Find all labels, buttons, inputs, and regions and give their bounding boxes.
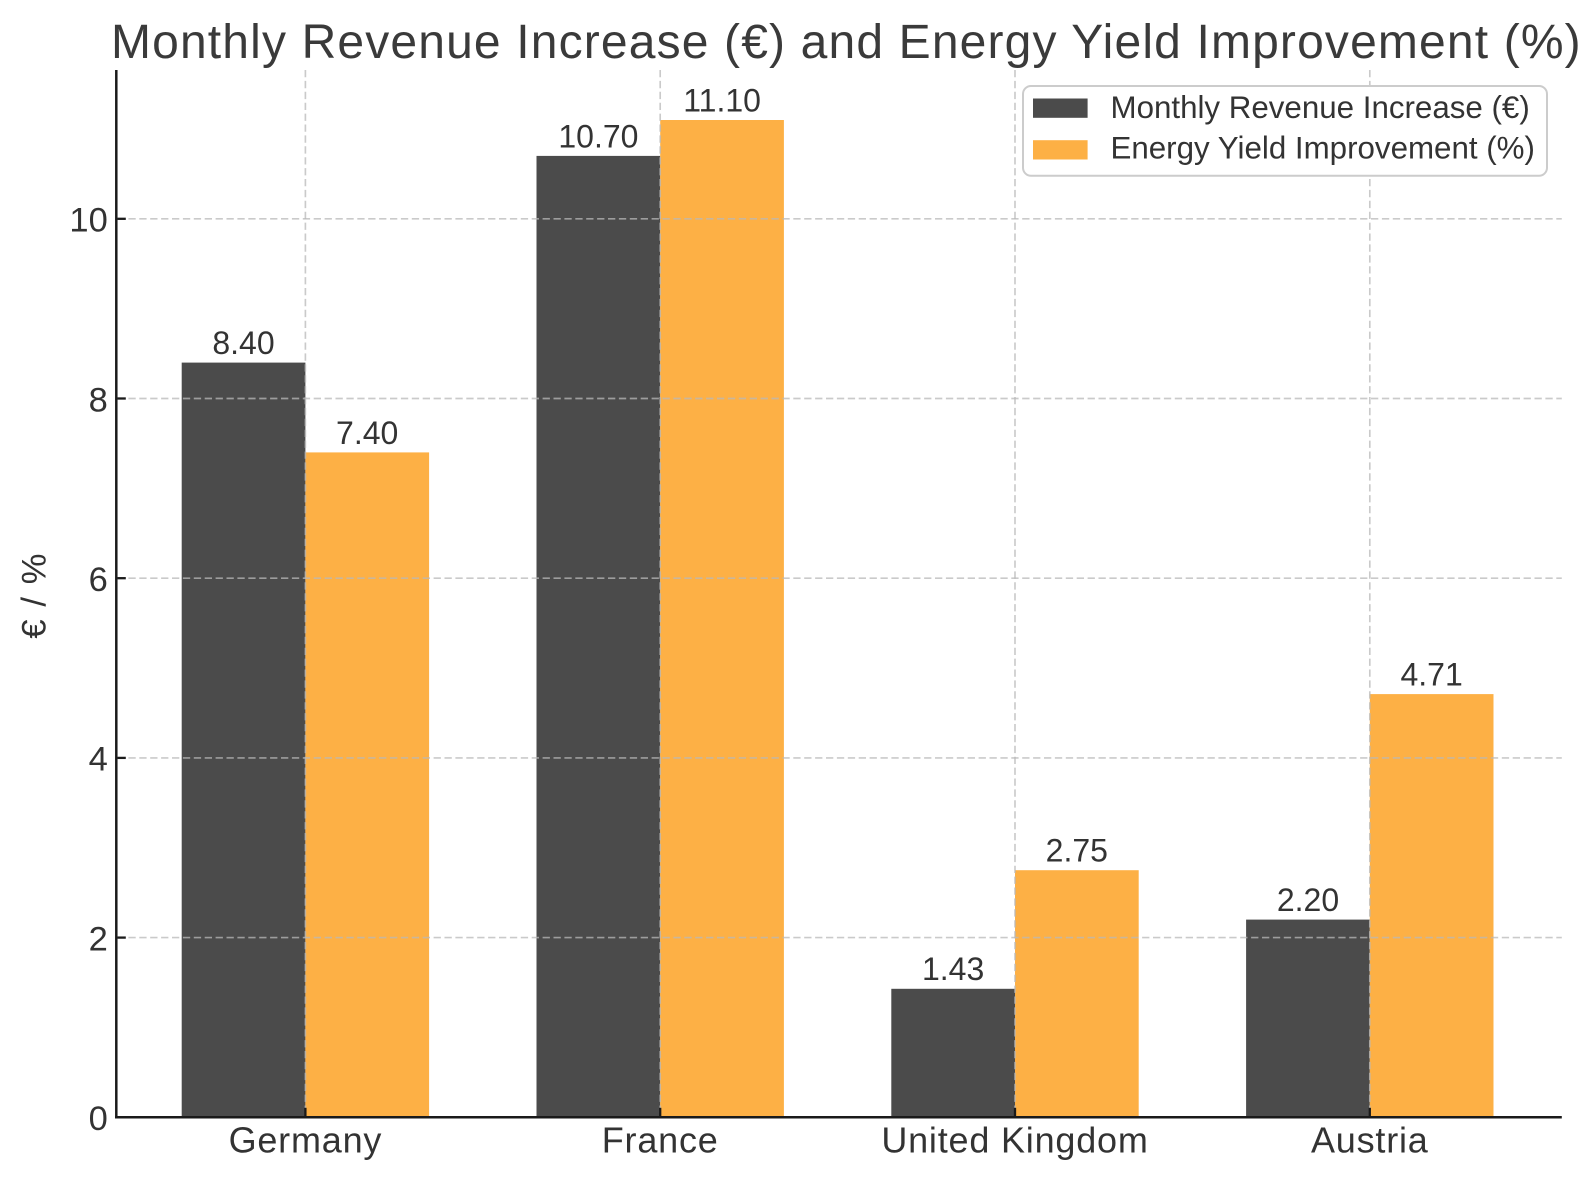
svg-text:4.71: 4.71 [1400,657,1462,693]
svg-text:€ / %: € / % [16,552,54,639]
svg-text:10: 10 [69,202,107,240]
svg-text:United Kingdom: United Kingdom [881,1120,1148,1161]
svg-text:4: 4 [89,741,108,779]
svg-text:11.10: 11.10 [683,82,761,118]
svg-text:7.40: 7.40 [336,415,398,451]
svg-text:Energy Yield Improvement (%): Energy Yield Improvement (%) [1111,131,1535,166]
svg-text:France: France [602,1120,719,1161]
svg-text:1.43: 1.43 [922,951,984,987]
svg-text:2.20: 2.20 [1277,882,1339,918]
svg-text:2: 2 [89,920,108,958]
svg-text:6: 6 [89,561,108,599]
svg-text:Austria: Austria [1311,1120,1429,1161]
svg-text:Monthly Revenue Increase (€) a: Monthly Revenue Increase (€) and Energy … [111,16,1582,69]
svg-text:8: 8 [89,381,108,419]
svg-text:8.40: 8.40 [212,325,274,361]
svg-text:Germany: Germany [229,1120,383,1161]
svg-text:Monthly Revenue Increase (€): Monthly Revenue Increase (€) [1111,90,1530,125]
svg-text:2.75: 2.75 [1046,833,1108,869]
svg-text:0: 0 [89,1100,108,1138]
svg-text:10.70: 10.70 [558,118,638,154]
